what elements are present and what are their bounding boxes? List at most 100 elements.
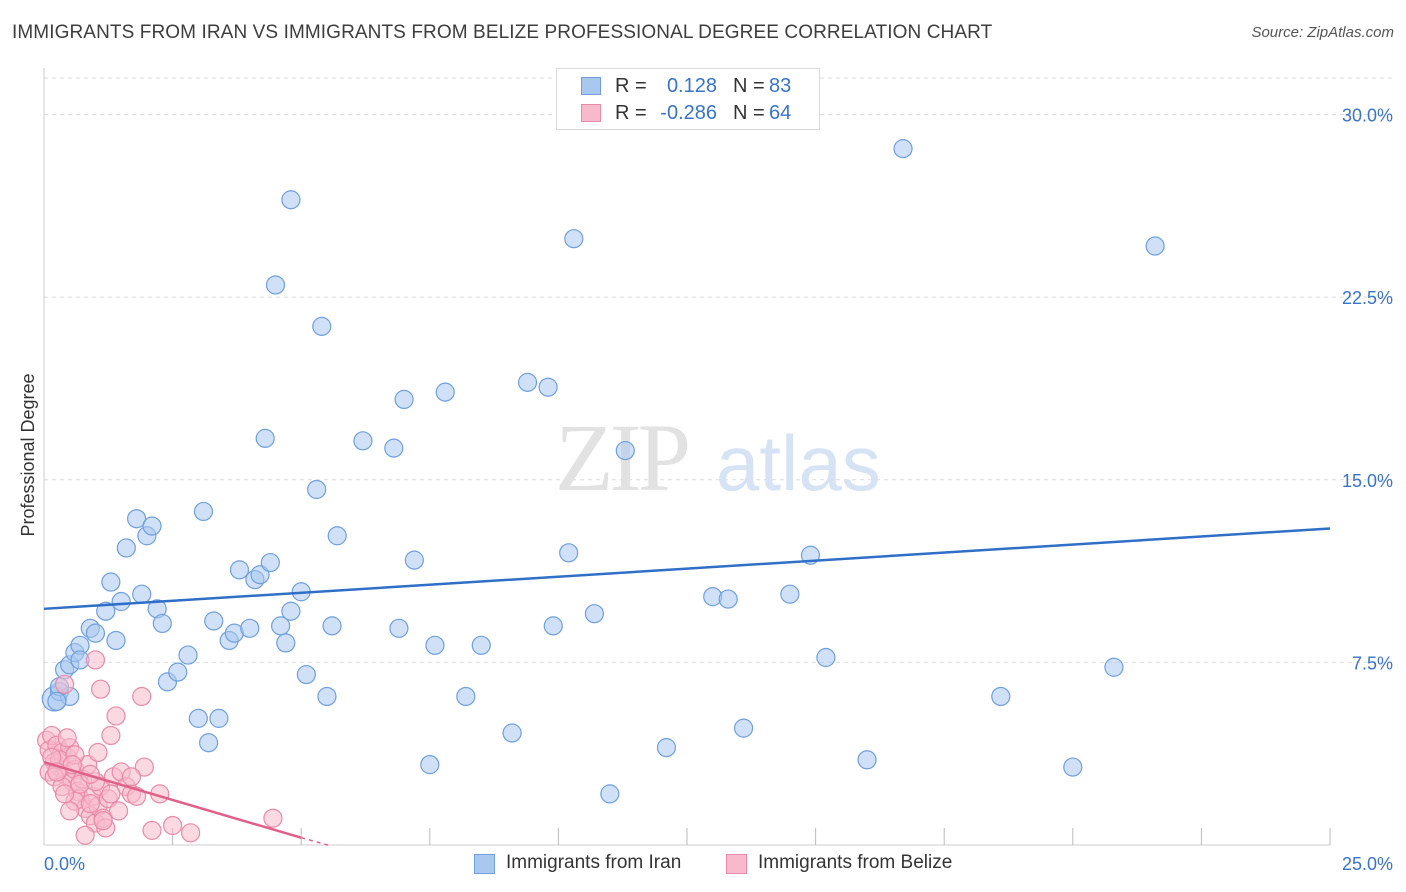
iran-point: [322, 616, 342, 636]
belize-point: [88, 742, 108, 763]
iran-point: [456, 686, 476, 707]
belize-point: [134, 757, 154, 777]
iran-point: [96, 601, 116, 621]
iran-point: [857, 750, 877, 770]
belize-point: [101, 784, 121, 804]
legend-n-value: 83: [769, 75, 792, 97]
iran-point: [132, 584, 152, 604]
iran-points: [41, 139, 1165, 804]
belize-trend-extension: [301, 836, 333, 847]
iran-point: [816, 647, 836, 668]
belize-point: [181, 823, 201, 843]
belize-point: [54, 784, 75, 804]
iran-point: [317, 686, 337, 707]
x-tick-label: 0.0%: [44, 854, 85, 874]
iran-point: [307, 479, 327, 500]
belize-point: [90, 679, 111, 699]
y-axis-label: Professional Degree: [18, 373, 38, 536]
iran-point: [656, 738, 677, 758]
stats-legend: R = 0.128 N = 83 R = -0.286 N = 64: [556, 68, 820, 130]
belize-point: [108, 801, 129, 821]
iran-point: [1104, 657, 1124, 677]
iran-point: [111, 591, 131, 612]
belize-point: [57, 728, 77, 748]
y-tick-label: 22.5%: [1342, 288, 1393, 308]
legend-r-value: 0.128: [666, 75, 717, 97]
iran-point: [312, 316, 332, 336]
belize-point: [163, 815, 183, 836]
iran-point: [85, 623, 106, 643]
iran-point: [116, 538, 136, 558]
legend-n-value: 64: [769, 102, 792, 124]
legend-swatch-belize: [581, 104, 601, 122]
iran-point: [384, 438, 404, 458]
belize-point: [80, 794, 100, 814]
iran-point: [126, 509, 147, 529]
iran-point: [250, 565, 270, 585]
iran-point: [178, 645, 198, 665]
iran-point: [420, 755, 440, 775]
iran-point: [425, 635, 445, 655]
iran-point: [229, 560, 250, 580]
series-label-iran: Immigrants from Iran: [506, 852, 682, 873]
source-label: Source: ZipAtlas.com: [1251, 24, 1394, 41]
legend-swatch-iran: [581, 77, 601, 95]
iran-point: [296, 664, 316, 685]
series-label-belize: Immigrants from Belize: [758, 852, 953, 873]
belize-points: [36, 650, 283, 845]
iran-point: [199, 733, 219, 753]
legend-r-value: -0.286: [660, 102, 717, 124]
iran-point: [47, 691, 67, 711]
iran-point: [564, 229, 584, 249]
iran-point: [353, 431, 373, 451]
iran-point: [733, 718, 754, 738]
iran-point: [193, 501, 214, 522]
iran-point: [538, 377, 558, 397]
series-swatch-iran: [474, 854, 495, 874]
iran-point: [1063, 757, 1083, 777]
chart-title: IMMIGRANTS FROM IRAN VS IMMIGRANTS FROM …: [12, 22, 993, 43]
y-tick-label: 30.0%: [1342, 106, 1393, 126]
iran-point: [780, 584, 800, 604]
iran-point: [240, 618, 260, 638]
iran-point: [327, 526, 347, 546]
series-swatch-belize: [726, 854, 747, 874]
legend-n-label: N =: [733, 75, 765, 97]
belize-trend-line: [43, 761, 302, 839]
legend-row-iran: R = 0.128 N = 83: [557, 73, 819, 100]
belize-point: [106, 706, 126, 726]
iran-point: [281, 190, 301, 210]
belize-point: [93, 811, 113, 831]
iran-point: [559, 543, 579, 563]
x-tick-label: 25.0%: [1342, 854, 1393, 874]
iran-point: [260, 552, 280, 573]
iran-point: [893, 139, 913, 159]
iran-point: [255, 428, 275, 448]
iran-point: [209, 708, 229, 728]
belize-point: [142, 820, 162, 840]
belize-point: [101, 725, 121, 746]
iran-point: [106, 630, 126, 651]
iran-trend-line: [43, 527, 1331, 611]
iran-point: [543, 616, 563, 636]
legend-r-label: R =: [615, 75, 647, 97]
iran-point: [204, 611, 224, 631]
y-tick-label: 7.5%: [1352, 653, 1393, 673]
iran-point: [394, 389, 414, 410]
iran-point: [991, 686, 1011, 707]
iran-point: [435, 382, 455, 402]
belize-point: [60, 801, 80, 821]
belize-point: [54, 674, 75, 694]
iran-point: [517, 372, 538, 392]
belize-point: [263, 808, 283, 828]
iran-point: [281, 601, 301, 621]
iran-point: [718, 589, 738, 609]
iran-point: [389, 618, 409, 638]
iran-point: [142, 516, 162, 536]
watermark-atlas: atlas: [716, 419, 881, 507]
iran-point: [276, 633, 296, 653]
iran-point: [1145, 236, 1165, 256]
legend-row-belize: R = -0.286 N = 64: [557, 100, 819, 127]
series-legend: Immigrants from Iran Immigrants from Bel…: [0, 852, 1406, 878]
